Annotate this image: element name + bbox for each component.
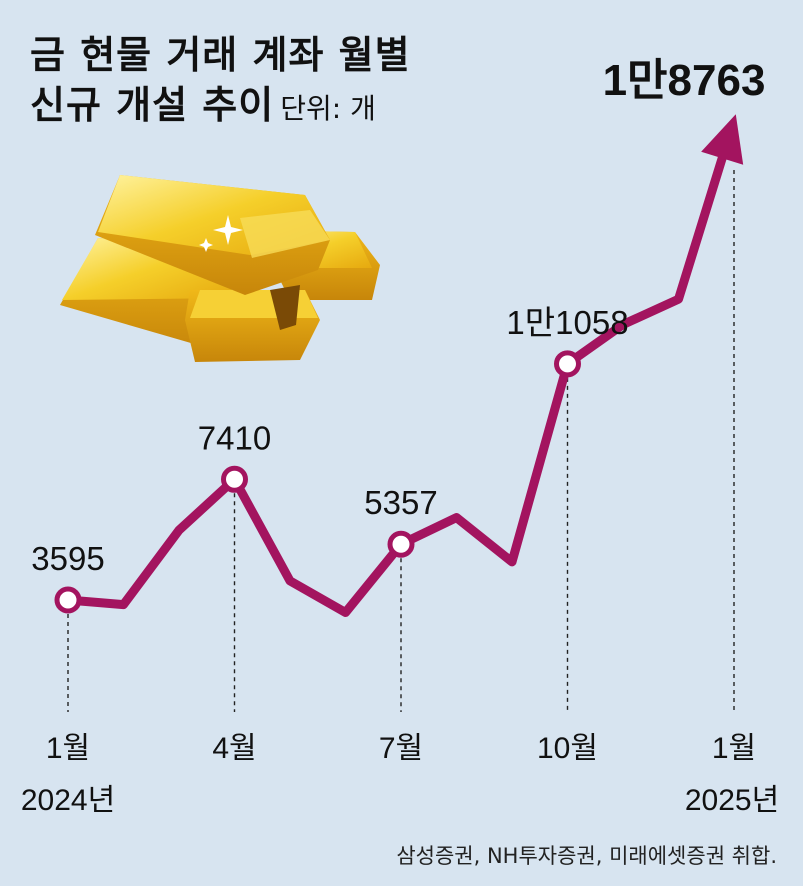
x-tick-year-label: 2024년 [21,784,115,817]
data-label: 5357 [364,484,437,521]
data-point [554,350,581,378]
gold-bars-icon [60,175,380,362]
data-label: 1만8763 [603,56,766,105]
x-tick-label: 1월 [46,732,90,765]
series-arrowhead [701,114,744,165]
data-label: 1만1058 [506,304,628,341]
x-tick-label: 1월 [712,732,756,765]
data-label: 7410 [198,419,271,456]
x-tick-label: 7월 [379,732,423,765]
x-tick-label: 10월 [537,732,598,765]
data-point [221,465,248,493]
title-line-1: 금 현물 거래 계좌 월별 [30,33,411,77]
chart-plot-area: 3595 7410 5357 1만1058 1만8763 1월 2024년 4월 7월 10월 1월… [21,56,779,817]
x-tick-label: 4월 [212,732,256,765]
x-tick-year-label: 2025년 [685,784,779,817]
data-label: 3595 [31,540,104,577]
source-note: 삼성증권, NH투자증권, 미래에셋증권 취합. [396,844,777,868]
data-point [54,586,82,614]
data-point [387,530,415,558]
chart-title: 금 현물 거래 계좌 월별 신규 개설 추이 단위: 개 [30,30,411,134]
title-line-2: 신규 개설 추이 [30,83,275,127]
unit-label: 단위: 개 [280,92,376,125]
